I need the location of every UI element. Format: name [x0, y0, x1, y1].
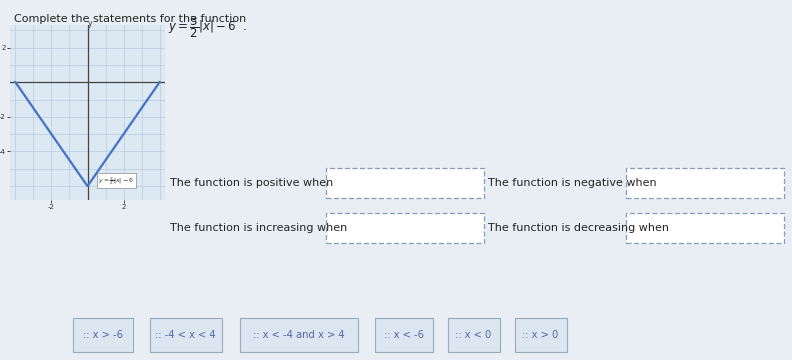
- Text: :: x < -6: :: x < -6: [383, 330, 424, 340]
- FancyBboxPatch shape: [375, 318, 432, 352]
- FancyBboxPatch shape: [326, 213, 484, 243]
- Text: The function is increasing when: The function is increasing when: [170, 223, 347, 233]
- FancyBboxPatch shape: [515, 318, 566, 352]
- FancyBboxPatch shape: [626, 213, 784, 243]
- Text: :: x < 0: :: x < 0: [455, 330, 492, 340]
- FancyBboxPatch shape: [150, 318, 222, 352]
- Text: $y = \dfrac{3}{2}|x|-6$  .: $y = \dfrac{3}{2}|x|-6$ .: [168, 14, 248, 40]
- Text: The function is positive when: The function is positive when: [170, 178, 333, 188]
- Text: :: x > 0: :: x > 0: [523, 330, 558, 340]
- FancyBboxPatch shape: [73, 318, 132, 352]
- FancyBboxPatch shape: [239, 318, 357, 352]
- Text: :: x > -6: :: x > -6: [82, 330, 123, 340]
- Text: $y=\frac{3}{2}|x|-6$: $y=\frac{3}{2}|x|-6$: [98, 175, 135, 187]
- Text: :: x < -4 and x > 4: :: x < -4 and x > 4: [253, 330, 345, 340]
- Text: The function is negative when: The function is negative when: [488, 178, 657, 188]
- Text: Complete the statements for the function: Complete the statements for the function: [14, 14, 249, 24]
- Text: The function is decreasing when: The function is decreasing when: [488, 223, 669, 233]
- Text: y: y: [88, 19, 93, 28]
- FancyBboxPatch shape: [447, 318, 500, 352]
- FancyBboxPatch shape: [626, 168, 784, 198]
- FancyBboxPatch shape: [326, 168, 484, 198]
- Text: :: -4 < x < 4: :: -4 < x < 4: [155, 330, 215, 340]
